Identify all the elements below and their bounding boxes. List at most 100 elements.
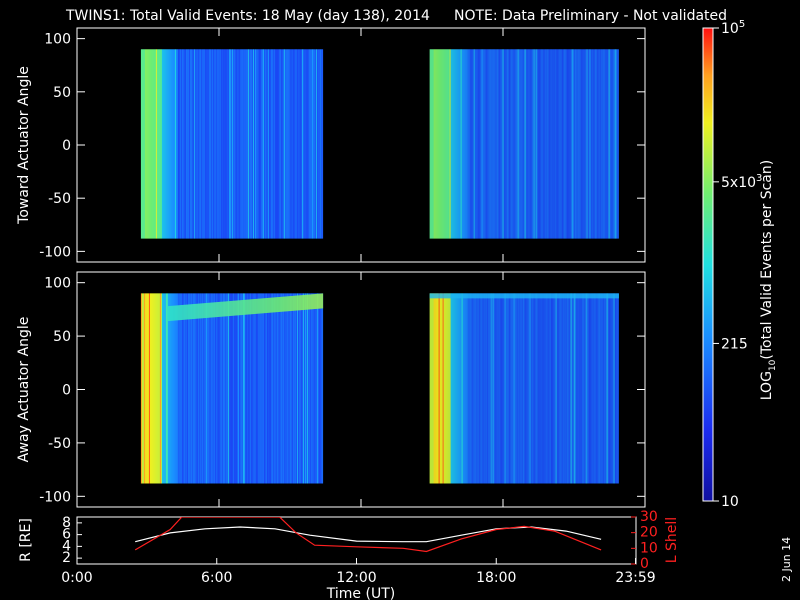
y-tick-label: 4 bbox=[62, 538, 71, 554]
heatmap-column bbox=[531, 293, 533, 484]
heatmap-column bbox=[491, 49, 493, 239]
heatmap-band bbox=[239, 300, 242, 316]
heatmap-column bbox=[319, 293, 322, 484]
heatmap-column bbox=[261, 293, 264, 484]
heatmap-column bbox=[593, 293, 595, 484]
heatmap-band bbox=[190, 304, 193, 320]
heatmap-band bbox=[289, 296, 292, 312]
heatmap-column bbox=[271, 293, 274, 484]
heatmap-column bbox=[164, 49, 167, 239]
heatmap-column bbox=[515, 293, 517, 484]
heatmap-band bbox=[286, 296, 289, 312]
heatmap-column bbox=[482, 49, 484, 239]
heatmap-column bbox=[581, 293, 583, 484]
heatmap-band bbox=[221, 301, 224, 317]
heatmap-column bbox=[615, 293, 617, 484]
heatmap-band bbox=[179, 305, 182, 321]
heatmap-column bbox=[450, 293, 452, 484]
heatmap-column bbox=[451, 293, 453, 484]
heatmap-column bbox=[490, 49, 492, 239]
heatmap-column bbox=[600, 293, 602, 484]
heatmap-column bbox=[311, 293, 314, 484]
heatmap-column bbox=[471, 49, 473, 239]
heatmap-column bbox=[251, 49, 254, 239]
heatmap-column bbox=[471, 293, 473, 484]
heatmap-column bbox=[543, 49, 545, 239]
heatmap-band bbox=[280, 296, 283, 312]
heatmap-column bbox=[451, 49, 453, 239]
heatmap-column bbox=[300, 293, 303, 484]
heatmap-band bbox=[257, 298, 260, 314]
heatmap-column bbox=[549, 49, 551, 239]
heatmap-band bbox=[292, 295, 295, 311]
heatmap-column bbox=[433, 49, 435, 239]
heatmap-column bbox=[217, 293, 220, 484]
heatmap-column bbox=[225, 49, 228, 239]
heatmap-column bbox=[516, 49, 518, 239]
heatmap-column bbox=[590, 49, 592, 239]
colorbar-label: LOG10(Total Valid Events per Scan) bbox=[759, 160, 778, 400]
heatmap-column bbox=[307, 49, 310, 239]
heatmap-column bbox=[565, 293, 567, 484]
heatmap-column bbox=[201, 293, 204, 484]
heatmap-column bbox=[616, 293, 618, 484]
heatmap-column bbox=[495, 293, 497, 484]
heatmap-column bbox=[269, 293, 272, 484]
heatmap-column bbox=[516, 293, 518, 484]
heatmap-column bbox=[181, 49, 184, 239]
heatmap-band bbox=[266, 297, 269, 313]
heatmap-band bbox=[237, 300, 240, 316]
heatmap-column bbox=[241, 293, 244, 484]
heatmap-column bbox=[547, 49, 549, 239]
heatmap-column bbox=[295, 49, 298, 239]
heatmap-column bbox=[191, 293, 194, 484]
heatmap-band bbox=[305, 294, 308, 310]
heatmap-segment bbox=[140, 293, 324, 484]
heatmap-column bbox=[216, 49, 219, 239]
x-tick-label: 23:59 bbox=[615, 570, 655, 586]
heatmap-column bbox=[200, 293, 203, 484]
heatmap-band bbox=[429, 293, 619, 299]
heatmap-column bbox=[197, 49, 200, 239]
heatmap-column bbox=[437, 293, 439, 484]
heatmap-column bbox=[283, 49, 286, 239]
heatmap-column bbox=[493, 49, 495, 239]
heatmap-column bbox=[447, 49, 449, 239]
heatmap-column bbox=[469, 293, 471, 484]
heatmap-column bbox=[554, 293, 556, 484]
heatmap-column bbox=[235, 293, 238, 484]
heatmap-column bbox=[507, 293, 509, 484]
heatmap-column bbox=[208, 49, 211, 239]
y-tick-label: 50 bbox=[53, 85, 71, 101]
heatmap-column bbox=[303, 49, 306, 239]
heatmap-column bbox=[206, 49, 209, 239]
heatmap-band bbox=[245, 299, 248, 315]
heatmap-column bbox=[527, 293, 529, 484]
colorbar-ticks: 10 215 5x103 105 bbox=[713, 19, 762, 510]
heatmap-column bbox=[158, 293, 161, 484]
heatmap-column bbox=[156, 49, 159, 239]
heatmap-column bbox=[281, 49, 284, 239]
heatmap-column bbox=[577, 49, 579, 239]
heatmap-column bbox=[258, 49, 261, 239]
heatmap-column bbox=[140, 49, 143, 239]
heatmap-column bbox=[286, 293, 289, 484]
heatmap-column bbox=[293, 49, 296, 239]
heatmap-column bbox=[496, 49, 498, 239]
heatmap-column bbox=[536, 49, 538, 239]
heatmap-column bbox=[483, 49, 485, 239]
heatmap-band bbox=[175, 305, 178, 321]
heatmap-column bbox=[512, 49, 514, 239]
heatmap-column bbox=[317, 293, 320, 484]
heatmap-column bbox=[518, 293, 520, 484]
y-tick-right-label: 10 bbox=[640, 540, 658, 556]
heatmap-band bbox=[185, 304, 188, 320]
heatmap-column bbox=[513, 49, 515, 239]
heatmap-column bbox=[155, 293, 158, 484]
heatmap-column bbox=[540, 293, 542, 484]
y-tick-label: -100 bbox=[39, 489, 71, 505]
heatmap-column bbox=[186, 293, 189, 484]
heatmap-column bbox=[595, 293, 597, 484]
heatmap-column bbox=[204, 293, 207, 484]
